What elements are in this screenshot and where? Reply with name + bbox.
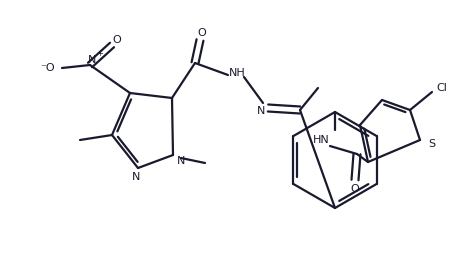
Text: N: N — [88, 55, 96, 65]
Text: S: S — [429, 139, 436, 149]
Text: NH: NH — [228, 68, 245, 78]
Text: ⁻O: ⁻O — [41, 63, 55, 73]
Text: O: O — [350, 184, 359, 194]
Text: N: N — [177, 156, 185, 166]
Text: O: O — [198, 28, 206, 38]
Text: N: N — [132, 172, 140, 182]
Text: O: O — [113, 35, 122, 45]
Text: N: N — [257, 106, 265, 116]
Text: +: + — [96, 50, 104, 59]
Text: Cl: Cl — [437, 83, 447, 93]
Text: HN: HN — [313, 135, 329, 145]
